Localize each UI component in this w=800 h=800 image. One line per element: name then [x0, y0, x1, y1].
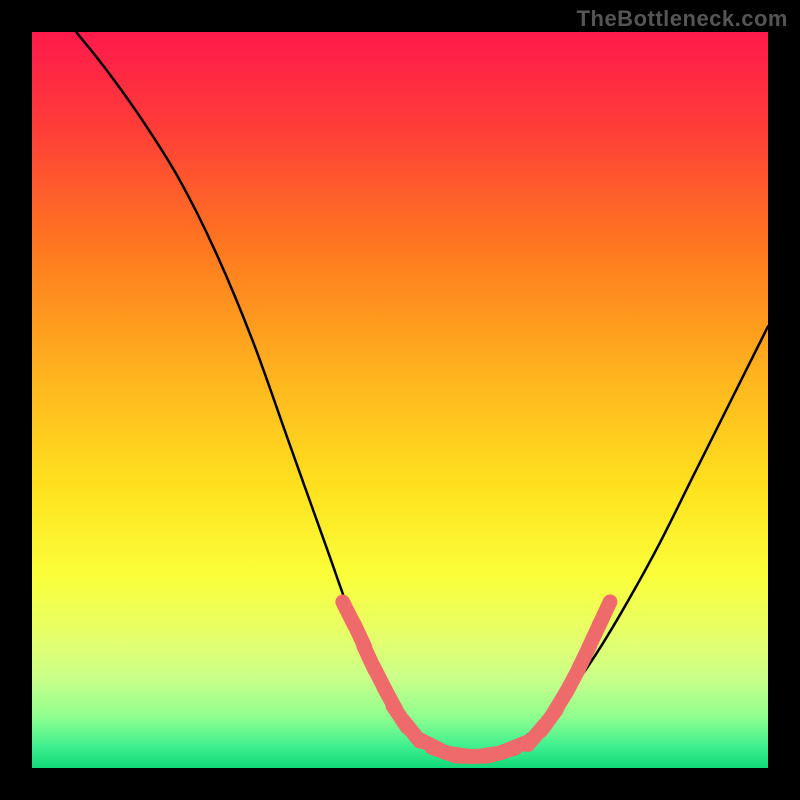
watermark-text: TheBottleneck.com — [577, 6, 788, 32]
bottleneck-curve — [76, 32, 768, 757]
plot-area — [32, 32, 768, 768]
data-marker — [589, 592, 619, 635]
chart-overlay — [32, 32, 768, 768]
data-markers — [333, 592, 620, 765]
